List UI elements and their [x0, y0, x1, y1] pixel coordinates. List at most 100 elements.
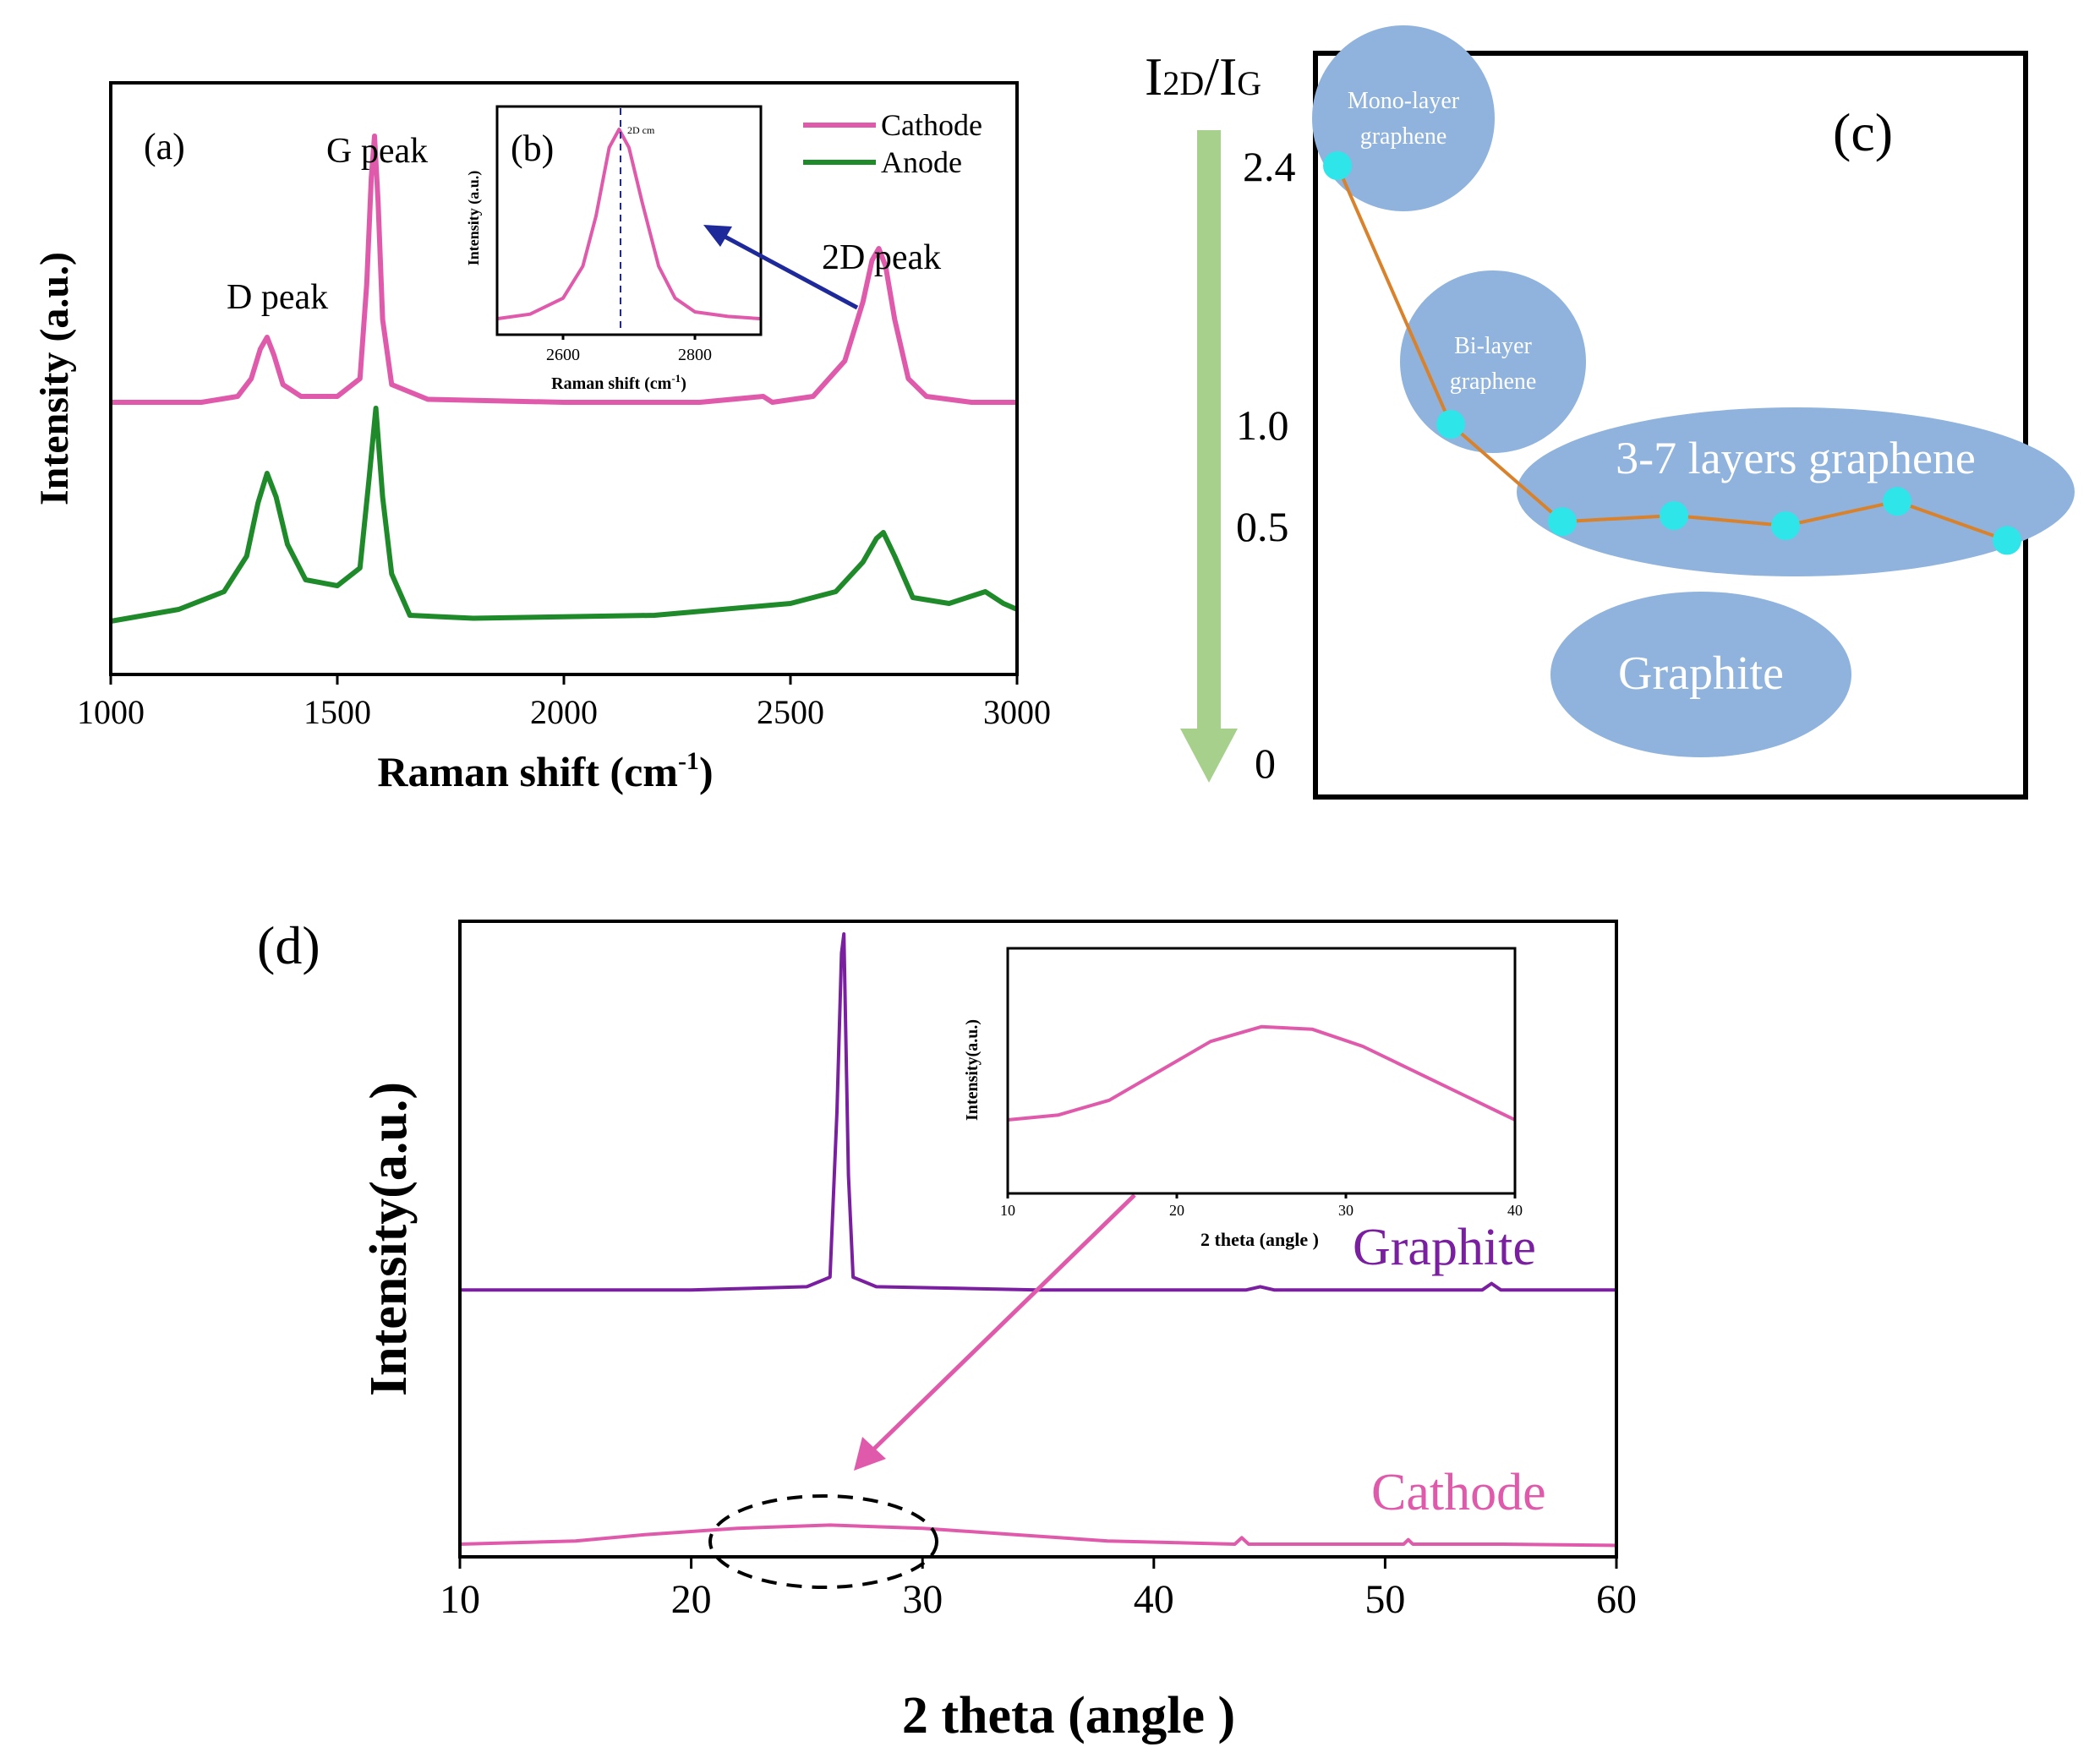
inset-b-tick-label-2800: 2800	[678, 346, 712, 364]
series-cathode-xrd-line	[459, 1523, 1617, 1548]
panel-a-tick-label-3000: 3000	[983, 693, 1051, 731]
panel-a-xlabel-close: )	[699, 748, 714, 795]
inset-d-frame	[1006, 947, 1517, 1195]
ratio-tick-1-0: 1.0	[1236, 401, 1289, 449]
panel-a-label: (a)	[144, 126, 185, 167]
panel-a-tick-label-1000: 1000	[77, 693, 145, 731]
ratio-g-subscript: G	[1237, 64, 1261, 102]
inset-b-curve	[496, 128, 762, 321]
panel-a-xlabel: Raman shift (cm-1)	[377, 747, 713, 795]
ratio-point-1	[1323, 151, 1352, 180]
region-mono-layer-line1: Mono-layer	[1348, 88, 1460, 114]
panel-d: 10 20 30 40 50 60 (d) Intensity(a.u.) 2 theta…	[257, 915, 1637, 1744]
panel-d-ylabel: Intensity(a.u.)	[360, 1082, 418, 1396]
panel-d-xlabel: 2 theta (angle )	[902, 1687, 1235, 1744]
region-3-7-layers	[1517, 407, 2075, 576]
inset-b-ylabel: Intensity (a.u.)	[465, 171, 483, 266]
region-bi-layer	[1400, 270, 1586, 453]
inset-d-ylabel: Intensity(a.u.)	[963, 1019, 982, 1121]
inset-d-tick-label-40: 40	[1507, 1202, 1523, 1219]
panel-d-tick-label-50: 50	[1364, 1577, 1405, 1622]
ratio-point-4	[1660, 501, 1688, 530]
inset-d-tick-label-20: 20	[1169, 1202, 1184, 1219]
d-peak-annotation: D peak	[227, 278, 328, 317]
panel-d-tick-label-40: 40	[1134, 1577, 1174, 1622]
inset-d-x-ticks: 10 20 30 40	[1000, 1193, 1523, 1219]
panel-d-tick-label-60: 60	[1596, 1577, 1637, 1622]
panel-a-legend: Cathode Anode	[803, 108, 982, 179]
series-anode-line	[110, 406, 1019, 624]
panel-a-tick-label-2000: 2000	[530, 693, 598, 731]
panel-a-tick-label-1500: 1500	[304, 693, 371, 731]
inset-d-background	[1008, 948, 1515, 1193]
panel-c-y-ticks: 2.4 1.0 0.5 0	[1236, 143, 1296, 787]
region-bi-layer-line1: Bi-layer	[1454, 333, 1532, 359]
panel-a-tick-label-2500: 2500	[757, 693, 824, 731]
ratio-2d-subscript: 2D	[1162, 64, 1204, 102]
ratio-arrow-shaft	[1197, 130, 1221, 730]
panel-d-x-ticks: 10 20 30 40 50 60	[440, 1557, 1637, 1622]
inset-b: 2D cm 2600 2800 (b) Intensity (a.u.) Rama…	[465, 105, 763, 393]
ratio-point-5	[1771, 511, 1800, 540]
region-bi-layer-label: Bi-layer graphene	[1450, 333, 1537, 395]
inset-b-cathode-line	[496, 128, 762, 321]
panel-c-frame	[1313, 51, 2028, 800]
broad-peak-highlight	[708, 1494, 938, 1589]
2d-peak-annotation: 2D peak	[822, 238, 941, 277]
ratio-slash-i: /I	[1204, 46, 1237, 106]
inset-b-label: (b)	[511, 128, 554, 169]
panel-d-tick-label-30: 30	[902, 1577, 943, 1622]
inset-d-pointer-arrowhead	[854, 1437, 886, 1471]
ratio-arrow-head	[1180, 729, 1238, 783]
region-graphite-label: Graphite	[1618, 647, 1784, 700]
inset-b-xlabel-main: Raman shift (cm	[551, 374, 672, 393]
ratio-point-3	[1548, 507, 1577, 537]
inset-d-curve	[1007, 1024, 1516, 1122]
series-cathode-line	[111, 134, 1017, 405]
ratio-point-2	[1436, 410, 1465, 439]
inset-b-x-ticks: 2600 2800	[546, 335, 712, 364]
inset-b-xlabel-close: )	[681, 374, 686, 393]
inset-b-frame	[495, 105, 763, 336]
ratio-tick-2-4: 2.4	[1243, 143, 1296, 190]
panel-a: 1000 1500 2000 2500 3000 (a) D peak G peak 2…	[32, 81, 1051, 795]
panel-a-curves	[110, 134, 1019, 624]
ratio-tick-0: 0	[1255, 740, 1276, 787]
inset-pointer-arrow	[717, 231, 859, 310]
region-mono-layer-label: Mono-layer graphene	[1348, 88, 1460, 150]
ratio-axis-title: I2D/IG	[1145, 46, 1261, 106]
series-label-cathode: Cathode	[1371, 1464, 1546, 1521]
series-graphite-xrd-line	[460, 932, 1616, 1292]
legend-label-cathode: Cathode	[881, 108, 982, 142]
inset-d-tick-label-30: 30	[1338, 1202, 1354, 1219]
ratio-tick-0-5: 0.5	[1236, 503, 1289, 550]
g-peak-annotation: G peak	[326, 132, 428, 171]
legend-label-anode: Anode	[881, 145, 962, 179]
region-mono-layer-line2: graphene	[1360, 123, 1447, 150]
ratio-point-6	[1883, 487, 1911, 516]
series-label-graphite: Graphite	[1353, 1219, 1536, 1276]
panel-a-xlabel-main: Raman shift (cm	[377, 748, 678, 795]
panel-d-frame	[458, 920, 1618, 1559]
inset-b-xlabel: Raman shift (cm-1)	[551, 372, 686, 393]
inset-d-tick-label-10: 10	[1000, 1202, 1015, 1219]
panel-d-curves	[459, 932, 1617, 1548]
inset-d-xlabel: 2 theta (angle )	[1200, 1229, 1319, 1250]
panel-a-x-ticks: 1000 1500 2000 2500 3000	[77, 674, 1051, 731]
inset-b-peak-marker-label: 2D cm	[627, 124, 655, 136]
panel-d-tick-label-10: 10	[440, 1577, 480, 1622]
inset-pointer-arrowhead	[703, 225, 732, 247]
panel-d-label: (d)	[257, 915, 320, 975]
region-graphite	[1550, 592, 1851, 757]
inset-b-tick-label-2600: 2600	[546, 346, 580, 364]
ratio-i: I	[1145, 46, 1162, 106]
panel-a-xlabel-sup: -1	[678, 747, 699, 775]
region-3-7-layers-label: 3-7 layers graphene	[1616, 433, 1976, 483]
region-bi-layer-line2: graphene	[1450, 369, 1537, 395]
inset-d-cathode-line	[1007, 1024, 1516, 1122]
panel-c-label: (c)	[1833, 102, 1893, 162]
inset-d: 10 20 30 40 Intensity(a.u.) 2 theta (angle …	[963, 947, 1523, 1250]
region-mono-layer	[1312, 25, 1495, 211]
panel-a-ylabel: Intensity (a.u.)	[32, 252, 77, 505]
